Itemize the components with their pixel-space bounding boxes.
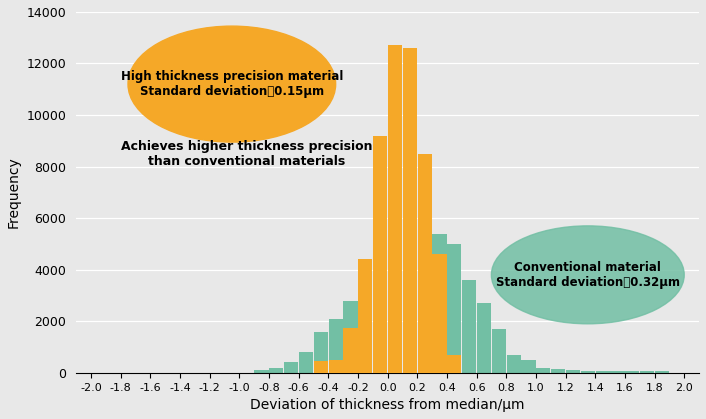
Bar xyxy=(328,360,342,373)
Bar xyxy=(566,370,580,373)
Ellipse shape xyxy=(491,226,684,324)
Bar xyxy=(388,45,402,373)
Bar xyxy=(433,254,446,373)
Bar xyxy=(611,372,625,373)
Bar xyxy=(448,244,461,373)
Bar xyxy=(403,48,417,373)
Bar xyxy=(418,154,431,373)
Bar xyxy=(254,370,268,373)
Bar xyxy=(373,136,387,373)
Bar xyxy=(343,300,357,373)
Bar xyxy=(655,372,669,373)
Ellipse shape xyxy=(128,26,335,142)
Bar xyxy=(328,319,342,373)
Bar xyxy=(477,303,491,373)
Bar xyxy=(462,280,477,373)
Bar xyxy=(581,371,595,373)
Text: Achieves higher thickness precision
than conventional materials: Achieves higher thickness precision than… xyxy=(121,140,373,168)
Bar xyxy=(373,195,387,373)
Bar xyxy=(507,355,521,373)
Bar xyxy=(403,192,417,373)
X-axis label: Deviation of thickness from median/μm: Deviation of thickness from median/μm xyxy=(251,398,525,412)
Bar xyxy=(596,371,610,373)
Bar xyxy=(640,372,654,373)
Bar xyxy=(299,352,313,373)
Bar xyxy=(448,355,461,373)
Bar xyxy=(522,360,536,373)
Bar xyxy=(551,369,566,373)
Bar xyxy=(284,362,298,373)
Bar xyxy=(626,372,640,373)
Bar xyxy=(418,226,431,373)
Bar xyxy=(313,331,328,373)
Bar xyxy=(537,367,551,373)
Bar xyxy=(313,361,328,373)
Bar xyxy=(433,234,446,373)
Text: Conventional material
Standard deviation：0.32μm: Conventional material Standard deviation… xyxy=(496,261,680,289)
Bar xyxy=(492,329,506,373)
Bar xyxy=(358,259,372,373)
Bar xyxy=(343,328,357,373)
Bar xyxy=(358,259,372,373)
Text: High thickness precision material
Standard deviation：0.15μm: High thickness precision material Standa… xyxy=(121,70,343,98)
Bar xyxy=(388,112,402,373)
Y-axis label: Frequency: Frequency xyxy=(7,156,21,228)
Bar xyxy=(269,367,283,373)
